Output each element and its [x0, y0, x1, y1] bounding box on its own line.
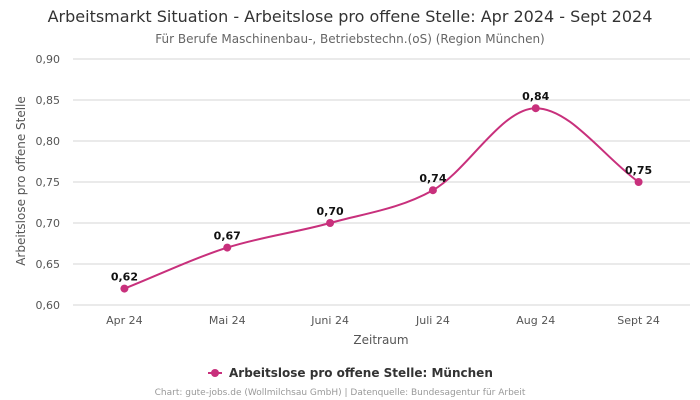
chart-title: Arbeitsmarkt Situation - Arbeitslose pro…: [48, 7, 653, 26]
x-axis-ticks: Apr 24 Mai 24 Juni 24 Juli 24 Aug 24 Sept 24: [106, 314, 660, 327]
y-tick-label: 0,60: [36, 299, 61, 312]
y-axis-ticks: 0,60 0,65 0,70 0,75 0,80 0,85 0,90: [36, 53, 61, 312]
y-tick-label: 0,75: [36, 176, 61, 189]
x-tick-label: Juli 24: [415, 314, 450, 327]
legend-dot-marker: [211, 369, 219, 377]
grid-lines: [73, 58, 690, 306]
data-label: 0,67: [214, 230, 241, 243]
x-axis-title: Zeitraum: [353, 333, 408, 347]
y-tick-label: 0,90: [36, 53, 61, 66]
y-axis-title: Arbeitslose pro offene Stelle: [14, 96, 28, 266]
series-layer: [120, 104, 643, 293]
chart-subtitle: Für Berufe Maschinenbau-, Betriebstechn.…: [155, 32, 545, 46]
data-label: 0,74: [419, 172, 446, 185]
data-point[interactable]: [223, 243, 232, 252]
data-label: 0,70: [317, 205, 344, 218]
data-label: 0,75: [625, 164, 652, 177]
x-tick-label: Sept 24: [617, 314, 660, 327]
x-tick-label: Aug 24: [516, 314, 555, 327]
y-tick-label: 0,85: [36, 94, 61, 107]
data-point[interactable]: [326, 219, 335, 227]
y-tick-label: 0,70: [36, 217, 61, 230]
y-tick-label: 0,65: [36, 258, 61, 271]
x-tick-label: Apr 24: [106, 314, 143, 327]
legend-label: Arbeitslose pro offene Stelle: München: [229, 366, 493, 380]
data-labels: 0,62 0,67 0,70 0,74 0,84 0,75: [111, 90, 652, 283]
data-label: 0,84: [522, 90, 549, 103]
data-point[interactable]: [634, 178, 643, 186]
data-label: 0,62: [111, 271, 138, 284]
data-point[interactable]: [531, 104, 540, 113]
data-point[interactable]: [120, 284, 129, 293]
series-line: [124, 107, 640, 290]
data-point[interactable]: [428, 186, 437, 195]
legend[interactable]: Arbeitslose pro offene Stelle: München: [208, 366, 493, 380]
y-tick-label: 0,80: [36, 135, 61, 148]
chart-credit: Chart: gute-jobs.de (Wollmilchsau GmbH) …: [155, 388, 526, 398]
x-tick-label: Mai 24: [209, 314, 246, 327]
x-tick-label: Juni 24: [310, 314, 349, 327]
